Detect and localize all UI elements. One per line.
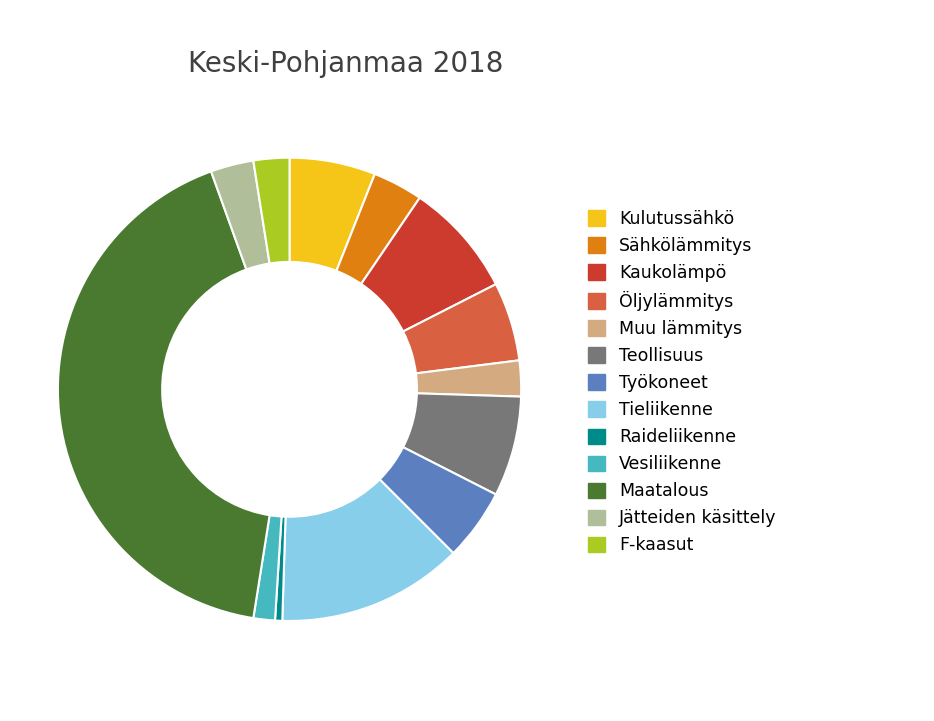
Wedge shape [416, 360, 521, 397]
Wedge shape [253, 158, 290, 263]
Wedge shape [58, 172, 270, 618]
Wedge shape [253, 516, 281, 621]
Wedge shape [403, 284, 519, 373]
Wedge shape [336, 174, 419, 284]
Wedge shape [275, 516, 286, 621]
Wedge shape [282, 479, 453, 621]
Legend: Kulutussähkö, Sähkölämmitys, Kaukolämpö, Öljylämmitys, Muu lämmitys, Teollisuus,: Kulutussähkö, Sähkölämmitys, Kaukolämpö,… [587, 210, 776, 554]
Wedge shape [211, 161, 270, 270]
Wedge shape [290, 158, 375, 271]
Wedge shape [403, 394, 521, 495]
Text: Keski-Pohjanmaa 2018: Keski-Pohjanmaa 2018 [188, 50, 503, 79]
Wedge shape [361, 198, 496, 332]
Wedge shape [379, 447, 496, 553]
